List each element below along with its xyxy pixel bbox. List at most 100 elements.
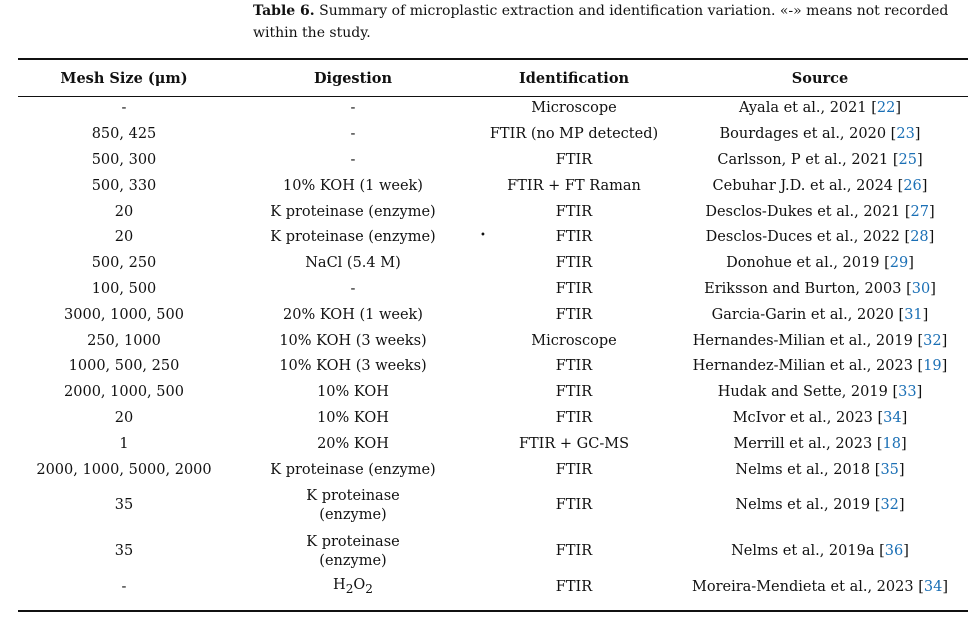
reference-link[interactable]: 36 [884, 543, 904, 560]
reference-link[interactable]: 30 [911, 280, 931, 297]
caption-label: Table 6. [253, 3, 315, 19]
table-bottom-rule [18, 610, 968, 612]
mesh-size-cell: 1 [119, 435, 129, 452]
source-text: Desclos-Dukes et al., 2021 [705, 203, 901, 220]
source-cell: McIvor et al., 2023 [34] [732, 409, 908, 426]
reference-link[interactable]: 33 [898, 384, 917, 401]
table-row: - - Microscope Ayala et al., 2021 [22] [18, 96, 968, 122]
reference-link[interactable]: 35 [880, 461, 899, 478]
column-header-source: Source [791, 69, 849, 87]
source-text: Garcia-Garin et al., 2020 [711, 306, 894, 323]
identification-cell: FTIR [555, 229, 593, 246]
identification-cell: FTIR + FT Raman [507, 177, 641, 194]
digestion-cell: K proteinase (enzyme) [230, 529, 476, 575]
identification-cell: FTIR [555, 306, 593, 323]
source-cell: Desclos-Dukes et al., 2021 [27] [705, 203, 935, 220]
mesh-size-cell: 100, 500 [91, 280, 157, 297]
digestion-cell: 10% KOH (3 weeks) [279, 332, 427, 349]
source-text: Bourdages et al., 2020 [719, 126, 887, 143]
source-cell: Hernandes-Milian et al., 2019 [32] [692, 332, 948, 349]
mesh-size-cell: 500, 330 [91, 177, 157, 194]
source-text: McIvor et al., 2023 [732, 409, 873, 426]
table-caption: Table 6. Summary of microplastic extract… [253, 0, 968, 44]
mesh-size-cell: - [121, 100, 127, 117]
identification-cell: FTIR [555, 579, 593, 596]
source-cell: Carlsson, P et al., 2021 [25] [717, 151, 923, 168]
table-row: 35 K proteinase (enzyme) FTIR Nelms et al… [18, 529, 968, 575]
mesh-size-cell: 2000, 1000, 500 [64, 384, 184, 401]
digestion-cell: 10% KOH (1 week) [283, 177, 423, 194]
source-text: Nelms et al., 2019a [731, 543, 875, 560]
reference-link[interactable]: 18 [882, 435, 901, 452]
source-text: Donohue et al., 2019 [726, 255, 880, 272]
table-row: 500, 250 NaCl (5.4 M) FTIR Donohue et al… [18, 251, 968, 277]
column-header-identification: Identification [518, 69, 630, 87]
identification-cell: Microscope [531, 332, 617, 349]
mesh-size-cell: 850, 425 [91, 126, 157, 143]
source-cell: Bourdages et al., 2020 [23] [719, 126, 921, 143]
reference-link[interactable]: 26 [903, 177, 922, 194]
digestion-cell: K proteinase (enzyme) [270, 461, 436, 478]
reference-link[interactable]: 22 [876, 100, 896, 117]
table-row: 35 K proteinase (enzyme) FTIR Nelms et al… [18, 483, 968, 529]
mesh-size-cell: 20 [114, 409, 134, 426]
table-row: 850, 425 - FTIR (no MP detected) Bourdag… [18, 122, 968, 148]
mesh-size-cell: 20 [114, 203, 134, 220]
source-text: Ayala et al., 2021 [738, 100, 867, 117]
reference-link[interactable]: 28 [910, 229, 929, 246]
reference-link[interactable]: 32 [923, 332, 942, 349]
digestion-cell: - [350, 151, 356, 168]
reference-link[interactable]: 34 [923, 579, 943, 596]
reference-link[interactable]: 32 [880, 497, 899, 514]
reference-link[interactable]: 29 [889, 255, 909, 272]
table-row: 20 K proteinase (enzyme) FTIR Desclos-Du… [18, 199, 968, 225]
source-cell: Cebuhar J.D. et al., 2024 [26] [712, 177, 928, 194]
source-text: Desclos-Duces et al., 2022 [705, 229, 900, 246]
source-text: Moreira-Mendieta et al., 2023 [692, 579, 914, 596]
source-cell: Eriksson and Burton, 2003 [30] [704, 280, 936, 297]
source-cell: Moreira-Mendieta et al., 2023 [34] [692, 579, 948, 596]
source-cell: Merrill et al., 2023 [18] [733, 435, 907, 452]
digestion-cell: - [350, 280, 356, 297]
column-header-digestion: Digestion [313, 69, 393, 87]
mesh-size-cell: 2000, 1000, 5000, 2000 [36, 461, 212, 478]
source-cell: Nelms et al., 2019 [32] [735, 497, 905, 514]
table-row: 1 20% KOH FTIR + GC-MS Merrill et al., 2… [18, 431, 968, 457]
formula-subscript: 2 [345, 582, 354, 597]
table-row: 250, 1000 10% KOH (3 weeks) Microscope H… [18, 328, 968, 354]
digestion-line: K proteinase [306, 533, 400, 550]
identification-cell: FTIR [555, 543, 593, 560]
identification-cell: FTIR [555, 384, 593, 401]
formula-element: O [353, 577, 366, 594]
table-row: 3000, 1000, 500 20% KOH (1 week) FTIR Ga… [18, 302, 968, 328]
reference-link[interactable]: 34 [883, 409, 902, 426]
digestion-cell: H2O2 [230, 575, 476, 601]
table-row: 100, 500 - FTIR Eriksson and Burton, 200… [18, 277, 968, 303]
identification-cell: FTIR [555, 203, 593, 220]
source-text: Cebuhar J.D. et al., 2024 [712, 177, 894, 194]
formula-element: H [333, 577, 346, 594]
table-top-rule [18, 58, 968, 60]
reference-link[interactable]: 25 [898, 151, 917, 168]
source-text: Carlsson, P et al., 2021 [717, 151, 889, 168]
mesh-size-cell: 3000, 1000, 500 [64, 306, 184, 323]
table-row: 1000, 500, 250 10% KOH (3 weeks) FTIR He… [18, 354, 968, 380]
caption-text: Summary of microplastic extraction and i… [253, 3, 949, 41]
mesh-size-cell: - [121, 579, 127, 596]
reference-link[interactable]: 31 [904, 306, 923, 323]
digestion-cell: K proteinase (enzyme) [230, 483, 476, 529]
digestion-cell: K proteinase (enzyme) [270, 203, 436, 220]
digestion-line: K proteinase [306, 487, 400, 504]
source-text: Nelms et al., 2019 [735, 497, 871, 514]
reference-link[interactable]: 23 [896, 126, 915, 143]
source-cell: Garcia-Garin et al., 2020 [31] [711, 306, 929, 323]
source-cell: Desclos-Duces et al., 2022 [28] [705, 229, 935, 246]
identification-cell: FTIR [555, 461, 593, 478]
digestion-cell: 20% KOH (1 week) [283, 306, 423, 323]
digestion-line: (enzyme) [319, 506, 387, 523]
column-header-mesh-size: Mesh Size (μm) [60, 69, 188, 87]
reference-link[interactable]: 19 [923, 358, 942, 375]
table-header-rule [18, 96, 968, 97]
mesh-size-cell: 500, 300 [91, 151, 157, 168]
reference-link[interactable]: 27 [910, 203, 929, 220]
